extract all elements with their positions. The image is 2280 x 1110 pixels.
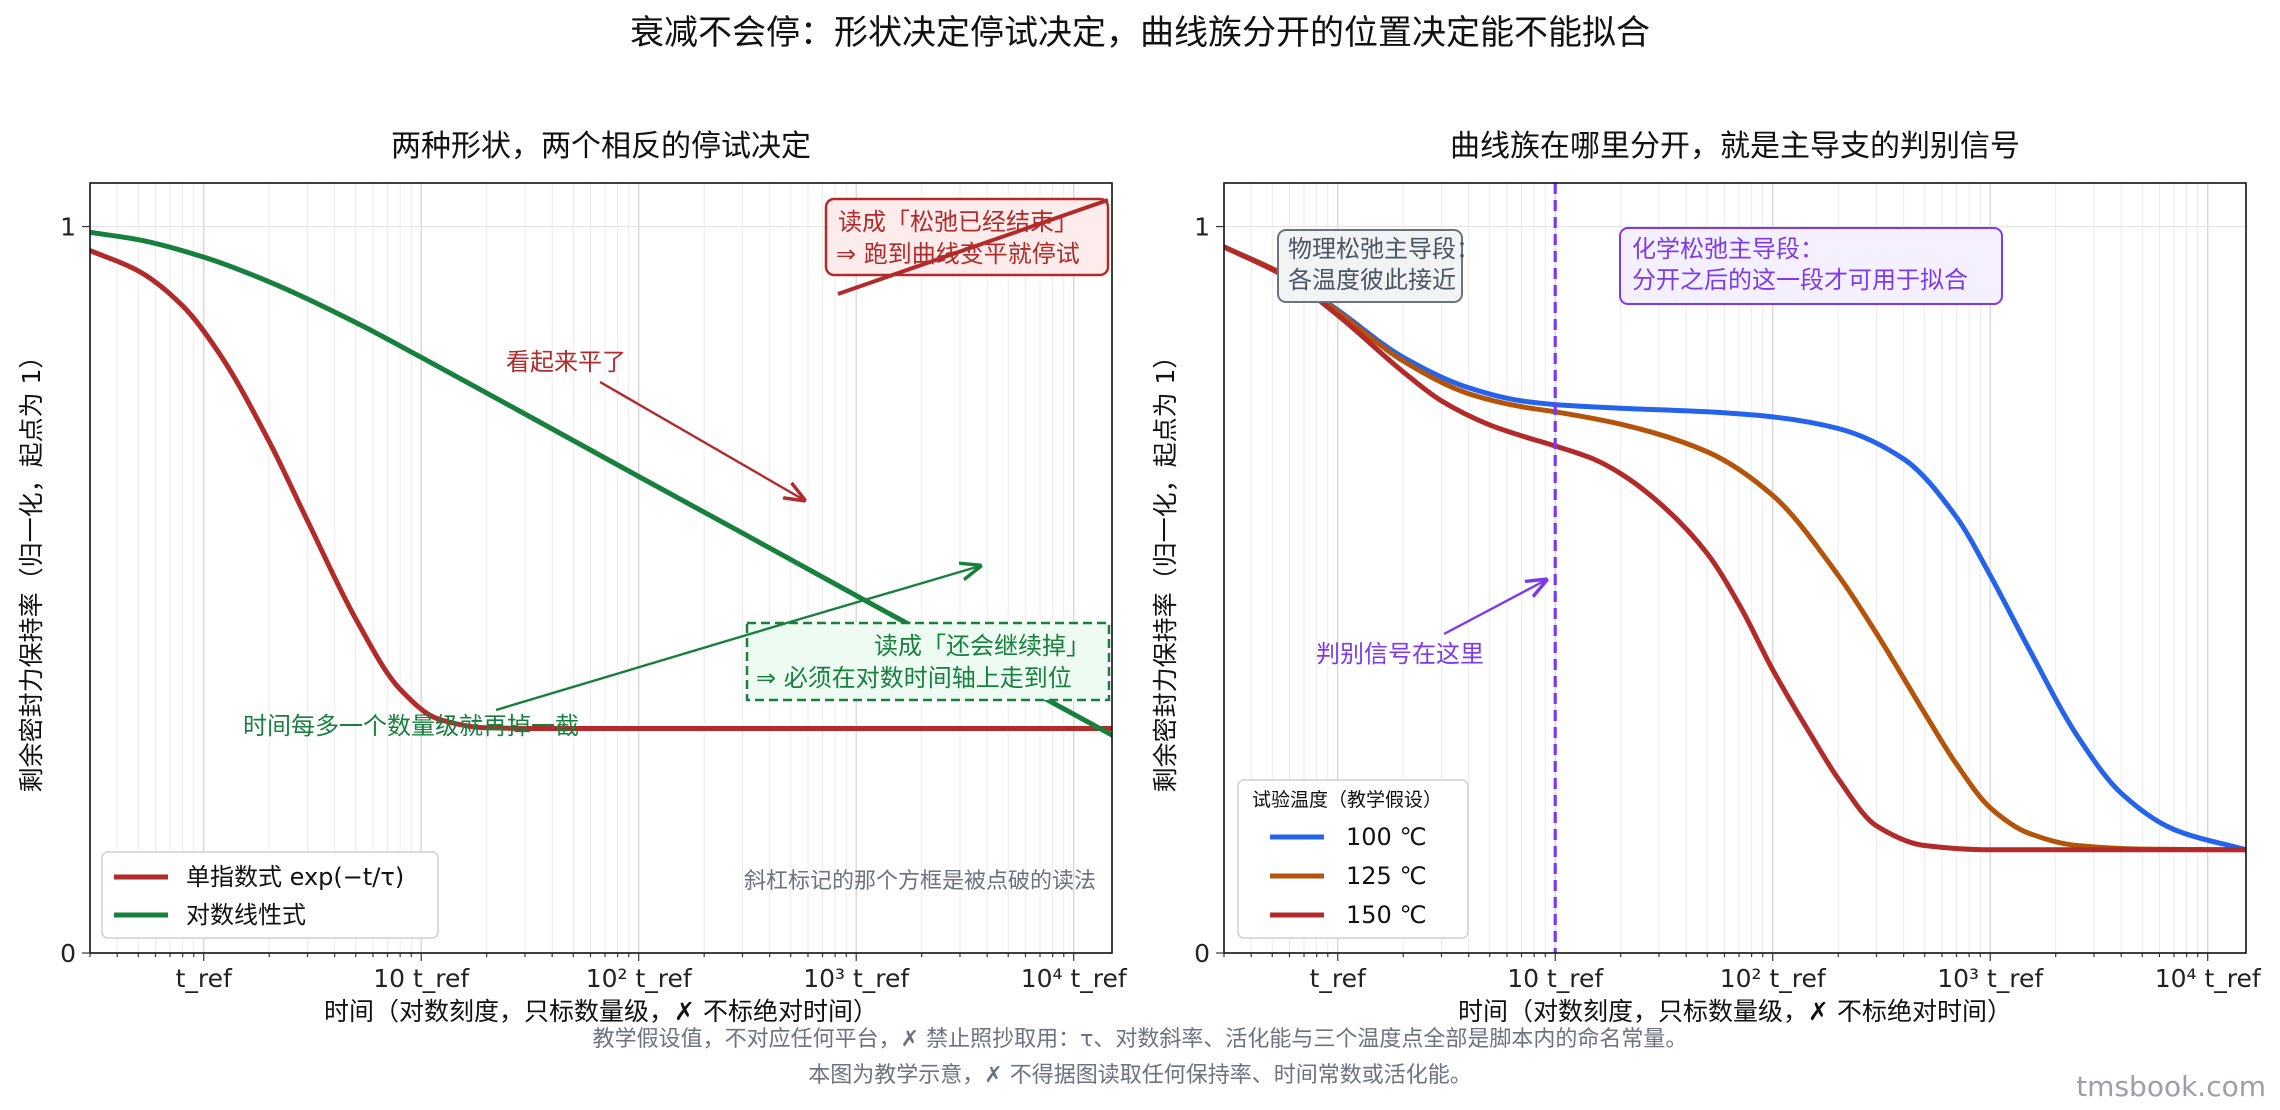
left-legend: 单指数式 exp(−t/τ) 对数线性式 xyxy=(101,851,439,939)
right-panel: 曲线族在哪里分开，就是主导支的判别信号 0 1 t_ref 10 t_ref 10² t… xyxy=(1151,129,2262,1026)
left-series xyxy=(90,229,1112,738)
x-tick-label: 10⁴ t_ref xyxy=(1021,964,1128,993)
green-reading-box: 读成「还会继续掉」 ⇒ 必须在对数时间轴上走到位 xyxy=(745,621,1111,702)
purple-arrow xyxy=(1443,580,1546,636)
legend-label-log: 对数线性式 xyxy=(186,901,306,929)
x-tick-label: 10³ t_ref xyxy=(1937,964,2044,993)
series-line-0-0 xyxy=(90,248,1112,732)
y-tick-label: 0 xyxy=(1194,939,1210,968)
right-series xyxy=(1224,244,2246,853)
right-ticks: 0 1 t_ref 10 t_ref 10² t_ref 10³ t_ref 10⁴ t_r… xyxy=(1194,213,2262,993)
left-ylabel: 剩余密封力保持率（归一化，起点为 1） xyxy=(17,344,46,793)
red-box-strike xyxy=(837,198,1109,296)
x-tick-label: t_ref xyxy=(176,964,233,993)
legend-title-temperature: 试验温度（教学假设） xyxy=(1252,789,1442,811)
purple-box-line2: 分开之后的这一段才可用于拟合 xyxy=(1632,266,1968,294)
x-tick-label: 10⁴ t_ref xyxy=(2155,964,2262,993)
gray-box-line2: 各温度彼此接近 xyxy=(1288,266,1456,294)
right-panel-title: 曲线族在哪里分开，就是主导支的判别信号 xyxy=(1450,129,2020,164)
right-ylabel: 剩余密封力保持率（归一化，起点为 1） xyxy=(1151,344,1180,793)
series-line-1-1 xyxy=(1224,244,2246,853)
left-panel-title: 两种形状，两个相反的停试决定 xyxy=(391,129,811,164)
brand-watermark: tmsbook.com xyxy=(2076,1070,2266,1103)
right-legend: 试验温度（教学假设） 100 ℃ 125 ℃ 150 ℃ xyxy=(1237,779,1469,939)
left-plot-frame xyxy=(89,182,1113,954)
gray-box-line1: 物理松弛主导段： xyxy=(1288,235,1480,263)
series-line-0-1 xyxy=(90,229,1112,738)
x-tick-label: 10 t_ref xyxy=(373,964,470,993)
green-arrow-text: 时间每多一个数量级就再掉一截 xyxy=(243,712,579,740)
strike-note: 斜杠标记的那个方框是被点破的读法 xyxy=(744,869,1096,894)
footnote-1: 教学假设值，不对应任何平台，✗ 禁止照抄取用：τ、对数斜率、活化能与三个温度点全… xyxy=(593,1027,1688,1052)
purple-box-line1: 化学松弛主导段： xyxy=(1632,235,1824,263)
legend-label-exp: 单指数式 exp(−t/τ) xyxy=(186,863,404,891)
purple-arrow-text: 判别信号在这里 xyxy=(1316,640,1484,668)
green-arrow xyxy=(495,620,791,712)
y-tick-label: 1 xyxy=(60,213,76,242)
y-tick-label: 1 xyxy=(1194,213,1210,242)
left-ticks: 0 1 t_ref 10 t_ref 10² t_ref 10³ t_ref 10⁴ t_r… xyxy=(60,213,1128,993)
right-plot-frame xyxy=(1223,182,2247,954)
red-reading-box: 读成「松弛已经结束」 ⇒ 跑到曲线变平就停试 xyxy=(824,197,1110,296)
red-arrow-text: 看起来平了 xyxy=(506,348,626,376)
series-line-1-0 xyxy=(1224,244,2246,853)
physical-relaxation-box: 物理松弛主导段： 各温度彼此接近 xyxy=(1277,229,1480,303)
x-tick-label: 10 t_ref xyxy=(1507,964,1604,993)
left-panel: 两种形状，两个相反的停试决定 0 1 t_ref 10 t_ref 10² t_ref 1… xyxy=(17,129,1128,1026)
x-tick-label: t_ref xyxy=(1310,964,1367,993)
red-box-line1: 读成「松弛已经结束」 xyxy=(838,208,1078,236)
green-box-line1: 读成「还会继续掉」 xyxy=(874,632,1090,660)
x-tick-label: 10³ t_ref xyxy=(803,964,910,993)
footnote-2: 本图为教学示意，✗ 不得据图读取任何保持率、时间常数或活化能。 xyxy=(808,1063,1471,1088)
green-box-line2: ⇒ 必须在对数时间轴上走到位 xyxy=(756,664,1072,692)
figure-suptitle: 衰减不会停：形状决定停试决定，曲线族分开的位置决定能不能拟合 xyxy=(630,13,1650,53)
legend-label-125: 125 ℃ xyxy=(1346,862,1426,890)
legend-label-100: 100 ℃ xyxy=(1346,823,1426,851)
y-tick-label: 0 xyxy=(60,939,76,968)
x-tick-label: 10² t_ref xyxy=(1720,964,1827,993)
legend-label-150: 150 ℃ xyxy=(1346,901,1426,929)
green-arrow-to-box xyxy=(789,566,980,624)
x-tick-label: 10² t_ref xyxy=(586,964,693,993)
chemical-relaxation-box: 化学松弛主导段： 分开之后的这一段才可用于拟合 xyxy=(1619,227,2003,305)
left-grid xyxy=(89,183,1112,954)
series-line-1-2 xyxy=(1224,244,2246,853)
red-arrow xyxy=(599,380,804,500)
right-xlabel: 时间（对数刻度，只标数量级，✗ 不标绝对时间） xyxy=(1458,997,2012,1026)
left-xlabel: 时间（对数刻度，只标数量级，✗ 不标绝对时间） xyxy=(324,997,878,1026)
